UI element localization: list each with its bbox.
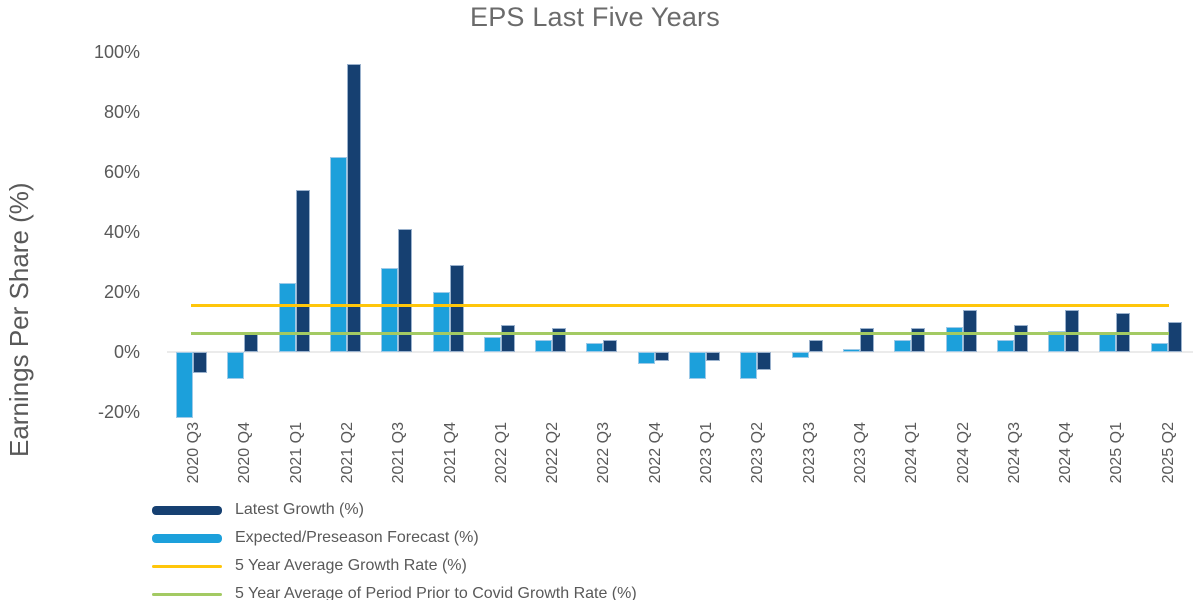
legend-item-avg-precovid-rate[interactable]: 5 Year Average of Period Prior to Covid …	[152, 580, 637, 600]
chart-title: EPS Last Five Years	[470, 2, 720, 32]
legend-label: 5 Year Average Growth Rate (%)	[235, 557, 467, 574]
bar-expected-forecast[interactable]	[432, 292, 450, 352]
bar-latest-growth[interactable]	[757, 352, 772, 370]
y-axis-title: Earnings Per Share (%)	[4, 182, 34, 458]
legend: Latest Growth (%) Expected/Preseason Fore…	[152, 496, 637, 600]
x-axis-tick-label: 2021 Q4	[441, 422, 459, 484]
bar-latest-growth[interactable]	[962, 310, 977, 352]
swatch-color	[152, 592, 222, 596]
bar-latest-growth[interactable]	[295, 190, 310, 352]
x-axis-tick-label: 2024 Q4	[1057, 422, 1075, 484]
legend-label: Latest Growth (%)	[235, 501, 364, 518]
y-axis-tick-label: 60%	[103, 162, 140, 182]
bar-latest-growth[interactable]	[1167, 322, 1182, 352]
swatch-color	[152, 505, 222, 515]
bar-expected-forecast[interactable]	[1099, 334, 1117, 352]
x-axis-tick-label: 2021 Q2	[338, 422, 356, 484]
y-axis-tick-label: 40%	[103, 222, 140, 242]
x-axis-tick-label: 2022 Q2	[544, 422, 562, 484]
legend-label: 5 Year Average of Period Prior to Covid …	[235, 585, 637, 600]
bar-expected-forecast[interactable]	[996, 340, 1014, 352]
bar-expected-forecast[interactable]	[278, 283, 296, 352]
x-axis-tick-label: 2022 Q3	[595, 422, 613, 484]
x-axis-line	[167, 351, 1193, 353]
bar-expected-forecast[interactable]	[689, 352, 706, 379]
bar-latest-growth[interactable]	[244, 334, 259, 352]
legend-bar-swatch	[152, 505, 222, 515]
bar-latest-growth[interactable]	[706, 352, 720, 361]
swatch-color	[152, 564, 222, 568]
bar-latest-growth[interactable]	[193, 352, 207, 373]
legend-bar-swatch	[152, 533, 222, 543]
bar-latest-growth[interactable]	[346, 64, 361, 352]
x-axis-tick-label: 2021 Q1	[287, 422, 305, 484]
bar-expected-forecast[interactable]	[381, 268, 399, 352]
legend-item-avg-growth-rate[interactable]: 5 Year Average Growth Rate (%)	[152, 552, 637, 580]
legend-line-swatch	[152, 564, 222, 568]
x-axis-tick-label: 2020 Q4	[236, 422, 254, 484]
legend-label: Expected/Preseason Forecast (%)	[235, 529, 479, 546]
bar-latest-growth[interactable]	[808, 340, 823, 352]
legend-item-expected-forecast[interactable]: Expected/Preseason Forecast (%)	[152, 524, 637, 552]
bar-latest-growth[interactable]	[654, 352, 669, 361]
bar-expected-forecast[interactable]	[1150, 343, 1168, 352]
x-axis-tick-label: 2025 Q1	[1108, 422, 1126, 484]
y-axis-tick-label: 0%	[113, 342, 140, 362]
bar-expected-forecast[interactable]	[637, 352, 655, 364]
bar-latest-growth[interactable]	[1065, 310, 1080, 352]
swatch-color	[152, 533, 222, 543]
y-axis-tick-label: 80%	[103, 102, 140, 122]
bar-expected-forecast[interactable]	[791, 352, 809, 358]
bar-latest-growth[interactable]	[449, 265, 464, 352]
legend-item-latest-growth[interactable]: Latest Growth (%)	[152, 496, 637, 524]
y-axis-tick-label: 100%	[93, 42, 140, 62]
bar-latest-growth[interactable]	[500, 325, 515, 352]
bar-expected-forecast[interactable]	[740, 352, 758, 379]
bar-expected-forecast[interactable]	[227, 352, 245, 379]
y-axis-tick-label: -20%	[97, 402, 140, 422]
bar-expected-forecast[interactable]	[586, 343, 604, 352]
x-axis-tick-label: 2021 Q3	[390, 422, 408, 484]
bar-expected-forecast[interactable]	[945, 326, 963, 352]
bar-expected-forecast[interactable]	[894, 340, 912, 352]
x-axis-tick-label: 2023 Q2	[749, 422, 767, 484]
x-axis-tick-label: 2022 Q1	[492, 422, 510, 484]
bar-latest-growth[interactable]	[398, 229, 413, 352]
x-axis-tick-label: 2022 Q4	[646, 422, 664, 484]
bar-expected-forecast[interactable]	[176, 352, 193, 418]
x-axis-tick-label: 2023 Q3	[800, 422, 818, 484]
bar-latest-growth[interactable]	[603, 340, 618, 352]
y-axis-tick-label: 20%	[103, 282, 140, 302]
avg-growth-rate-line[interactable]	[191, 304, 1169, 307]
x-axis-tick-label: 2023 Q1	[698, 422, 715, 484]
bar-latest-growth[interactable]	[1013, 325, 1028, 352]
bar-expected-forecast[interactable]	[329, 157, 347, 352]
x-axis-tick-label: 2024 Q3	[1005, 422, 1023, 484]
bar-expected-forecast[interactable]	[842, 349, 860, 352]
x-axis-tick-label: 2020 Q3	[185, 422, 202, 484]
x-axis-tick-label: 2024 Q2	[954, 422, 972, 484]
bar-expected-forecast[interactable]	[1048, 331, 1066, 352]
x-axis-tick-label: 2023 Q4	[851, 422, 869, 484]
x-axis-tick-label: 2024 Q1	[903, 422, 921, 484]
bar-expected-forecast[interactable]	[483, 337, 501, 352]
bar-expected-forecast[interactable]	[535, 340, 553, 352]
legend-line-swatch	[152, 592, 222, 596]
x-axis-tick-label: 2025 Q2	[1159, 422, 1177, 484]
avg-precovid-growth-rate-line[interactable]	[191, 331, 1169, 335]
